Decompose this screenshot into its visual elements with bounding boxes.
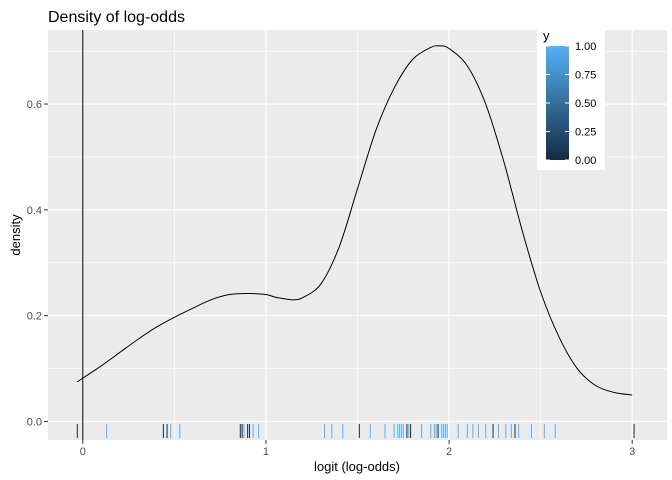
density-curve — [77, 45, 633, 396]
rug-marks — [76, 424, 635, 438]
y-tick-label: 0.6 — [27, 99, 42, 111]
x-tick-label: 1 — [263, 446, 269, 458]
legend-colorbar — [546, 46, 569, 160]
y-tick-label: 0.0 — [27, 416, 42, 428]
legend-ticks: 1.00 0.75 0.50 0.25 0.00 — [546, 41, 596, 167]
x-axis-title: logit (log-odds) — [314, 459, 400, 474]
density-curve-layer — [77, 45, 633, 396]
y-tick-label: 0.2 — [27, 311, 42, 323]
y-axis: 0.0 0.2 0.4 0.6 — [27, 99, 48, 428]
legend-label: 0.75 — [575, 70, 596, 82]
legend-title: y — [543, 28, 550, 43]
x-tick-label: 2 — [446, 446, 452, 458]
legend-label: 1.00 — [575, 41, 596, 53]
legend: y 1.00 0.75 0.50 0.25 0.00 — [537, 28, 605, 170]
y-tick-label: 0.4 — [27, 205, 42, 217]
legend-label: 0.00 — [575, 155, 596, 167]
legend-label: 0.50 — [575, 98, 596, 110]
y-axis-title: density — [8, 214, 23, 256]
legend-label: 0.25 — [575, 127, 596, 139]
x-tick-label: 3 — [629, 446, 635, 458]
chart-title: Density of log-odds — [48, 9, 185, 26]
x-tick-label: 0 — [80, 446, 86, 458]
x-axis: 0 1 2 3 — [80, 440, 635, 458]
